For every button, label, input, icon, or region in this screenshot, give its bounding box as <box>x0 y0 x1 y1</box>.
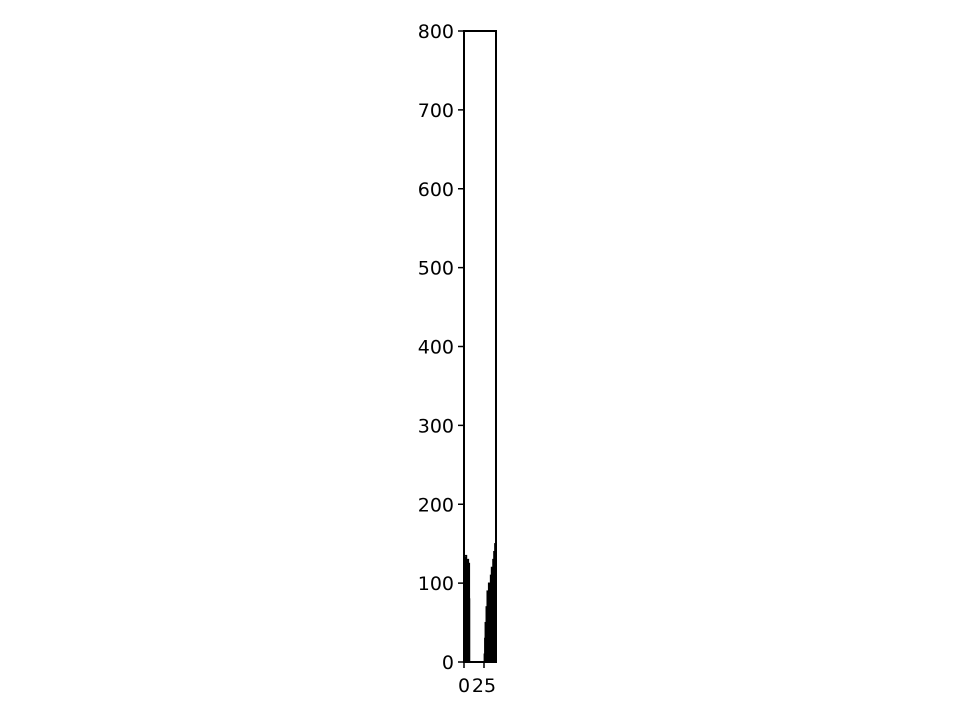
x-tick-label-0: 0 <box>458 675 470 697</box>
y-tick-label-2: 200 <box>418 494 454 516</box>
y-tick-label-5: 500 <box>418 258 454 280</box>
bar-29 <box>467 598 471 663</box>
y-axis: 0 100 200 300 400 500 600 700 800 <box>418 21 464 674</box>
x-axis: 0 25 <box>458 662 496 697</box>
y-tick-label-8: 800 <box>418 21 454 43</box>
x-tick-label-1: 25 <box>472 675 496 697</box>
y-tick-label-3: 300 <box>418 415 454 437</box>
y-tick-label-4: 400 <box>418 337 454 359</box>
y-tick-label-1: 100 <box>418 573 454 595</box>
bars-layer <box>463 543 497 663</box>
y-tick-label-7: 700 <box>418 100 454 122</box>
y-tick-label-6: 600 <box>418 179 454 201</box>
y-tick-label-0: 0 <box>442 652 454 674</box>
